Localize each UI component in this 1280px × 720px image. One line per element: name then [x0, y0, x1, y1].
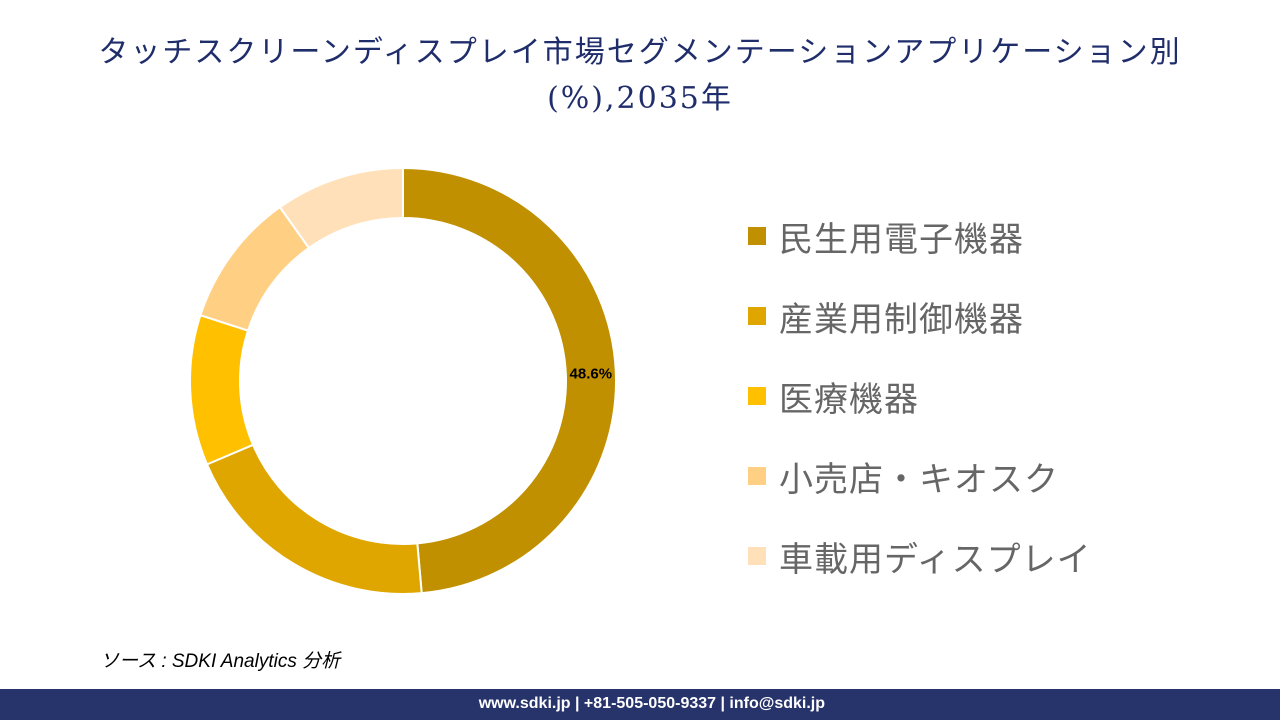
source-note: ソース : SDKI Analytics 分析: [100, 651, 341, 672]
legend-label: 車載用ディスプレイ: [779, 539, 1092, 580]
footer-bar: www.sdki.jp | +81-505-050-9337 | info@sd…: [0, 689, 1280, 720]
chart-title: タッチスクリーンディスプレイ市場セグメンテーションアプリケーション別(%),20…: [98, 35, 1182, 116]
legend-swatch: [748, 547, 766, 565]
donut-slice-2: [205, 443, 423, 595]
legend: 民生用電子機器 産業用制御機器 医療機器 小売店・キオスク 車載用ディスプレイ: [748, 196, 1092, 596]
legend-item: 小売店・キオスク: [748, 436, 1092, 516]
donut-slice-3: [189, 313, 255, 466]
legend-swatch: [748, 227, 766, 245]
footer-contact: www.sdki.jp | +81-505-050-9337 | info@sd…: [478, 695, 825, 712]
donut-slice-1: [402, 166, 617, 595]
data-label: 48.6%: [570, 366, 613, 383]
legend-item: 産業用制御機器: [748, 276, 1092, 356]
legend-item: 民生用電子機器: [748, 196, 1092, 276]
legend-swatch: [748, 307, 766, 325]
legend-label: 医療機器: [779, 379, 919, 420]
legend-label: 民生用電子機器: [779, 219, 1024, 260]
legend-label: 小売店・キオスク: [779, 459, 1059, 500]
legend-label: 産業用制御機器: [779, 299, 1024, 340]
legend-swatch: [748, 387, 766, 405]
legend-swatch: [748, 467, 766, 485]
donut-slice-5: [278, 166, 404, 250]
legend-item: 医療機器: [748, 356, 1092, 436]
legend-item: 車載用ディスプレイ: [748, 516, 1092, 596]
